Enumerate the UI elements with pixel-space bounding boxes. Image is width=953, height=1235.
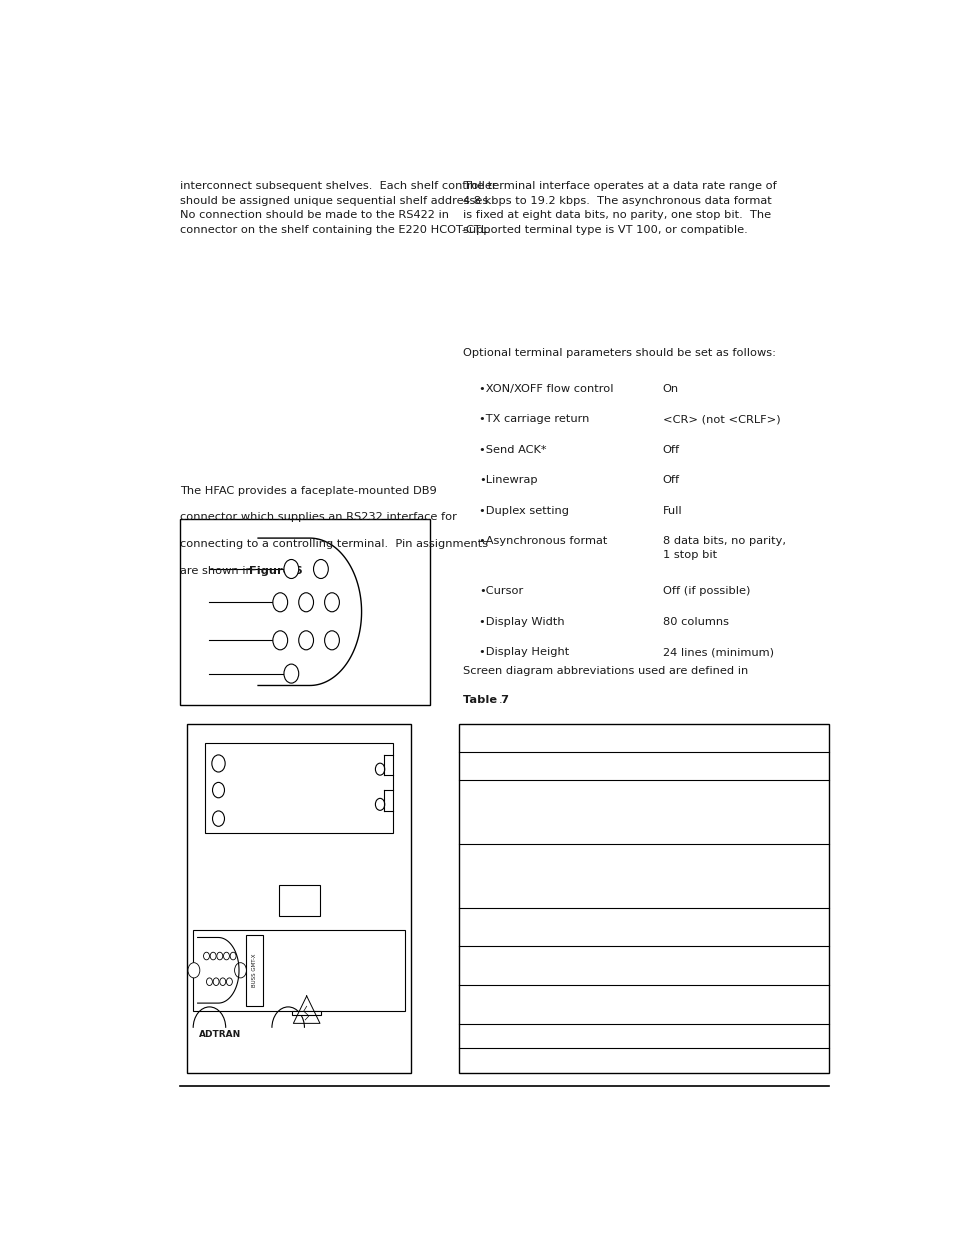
Text: Optional terminal parameters should be set as follows:: Optional terminal parameters should be s… <box>462 348 775 358</box>
Circle shape <box>284 664 298 683</box>
Text: •Display Height: •Display Height <box>478 647 569 657</box>
Text: Off (if possible): Off (if possible) <box>662 587 749 597</box>
Circle shape <box>219 978 226 986</box>
Bar <box>187 724 411 1072</box>
Circle shape <box>273 631 288 650</box>
Circle shape <box>210 952 216 960</box>
Circle shape <box>298 593 314 611</box>
Text: Table 7: Table 7 <box>462 695 509 705</box>
Bar <box>292 1010 321 1015</box>
Circle shape <box>223 952 229 960</box>
Text: BUSS GMT-X: BUSS GMT-X <box>252 953 256 987</box>
Text: <CR> (not <CRLF>): <CR> (not <CRLF>) <box>662 415 780 425</box>
Text: The terminal interface operates at a data rate range of
4.8 kbps to 19.2 kbps.  : The terminal interface operates at a dat… <box>462 182 776 235</box>
Text: .: . <box>287 566 291 576</box>
Text: Full: Full <box>662 506 681 516</box>
Bar <box>205 742 393 832</box>
Text: Figure 6: Figure 6 <box>249 566 302 576</box>
Circle shape <box>230 952 235 960</box>
Text: .: . <box>498 695 501 705</box>
Circle shape <box>324 631 339 650</box>
Circle shape <box>203 952 210 960</box>
Bar <box>459 724 828 1072</box>
Circle shape <box>324 593 339 611</box>
Circle shape <box>213 978 219 986</box>
Circle shape <box>213 811 224 826</box>
Text: interconnect subsequent shelves.  Each shelf controller
should be assigned uniqu: interconnect subsequent shelves. Each sh… <box>180 182 496 235</box>
Circle shape <box>212 755 225 772</box>
Circle shape <box>226 978 233 986</box>
Circle shape <box>234 963 246 978</box>
Text: 8 data bits, no parity,
1 stop bit: 8 data bits, no parity, 1 stop bit <box>662 536 785 561</box>
Text: are shown in: are shown in <box>180 566 256 576</box>
Circle shape <box>188 963 199 978</box>
Bar <box>193 930 405 1010</box>
Text: •Display Width: •Display Width <box>478 616 564 627</box>
Text: On: On <box>662 384 679 394</box>
Text: Off: Off <box>662 445 679 454</box>
Circle shape <box>375 763 384 776</box>
Text: Screen diagram abbreviations used are defined in: Screen diagram abbreviations used are de… <box>462 667 747 677</box>
Text: •Asynchronous format: •Asynchronous format <box>478 536 607 546</box>
Text: •Linewrap: •Linewrap <box>478 475 537 485</box>
Circle shape <box>206 978 213 986</box>
Circle shape <box>216 952 222 960</box>
Bar <box>278 885 319 915</box>
Text: Off: Off <box>662 475 679 485</box>
Circle shape <box>213 783 224 798</box>
Bar <box>246 935 262 1007</box>
Text: 24 lines (minimum): 24 lines (minimum) <box>662 647 773 657</box>
Text: ADTRAN: ADTRAN <box>199 1030 241 1039</box>
Text: •Duplex setting: •Duplex setting <box>478 506 569 516</box>
Circle shape <box>273 593 288 611</box>
Circle shape <box>314 559 328 578</box>
Bar <box>180 519 429 704</box>
Circle shape <box>375 798 384 810</box>
Text: •Cursor: •Cursor <box>478 587 523 597</box>
Circle shape <box>298 631 314 650</box>
Text: The HFAC provides a faceplate-mounted DB9: The HFAC provides a faceplate-mounted DB… <box>180 485 436 495</box>
Text: connecting to a controlling terminal.  Pin assignments: connecting to a controlling terminal. Pi… <box>180 538 488 550</box>
Circle shape <box>284 559 298 578</box>
Text: connector which supplies an RS232 interface for: connector which supplies an RS232 interf… <box>180 513 456 522</box>
Text: •Send ACK*: •Send ACK* <box>478 445 546 454</box>
Text: •XON/XOFF flow control: •XON/XOFF flow control <box>478 384 613 394</box>
Text: 80 columns: 80 columns <box>662 616 728 627</box>
Text: •TX carriage return: •TX carriage return <box>478 415 589 425</box>
